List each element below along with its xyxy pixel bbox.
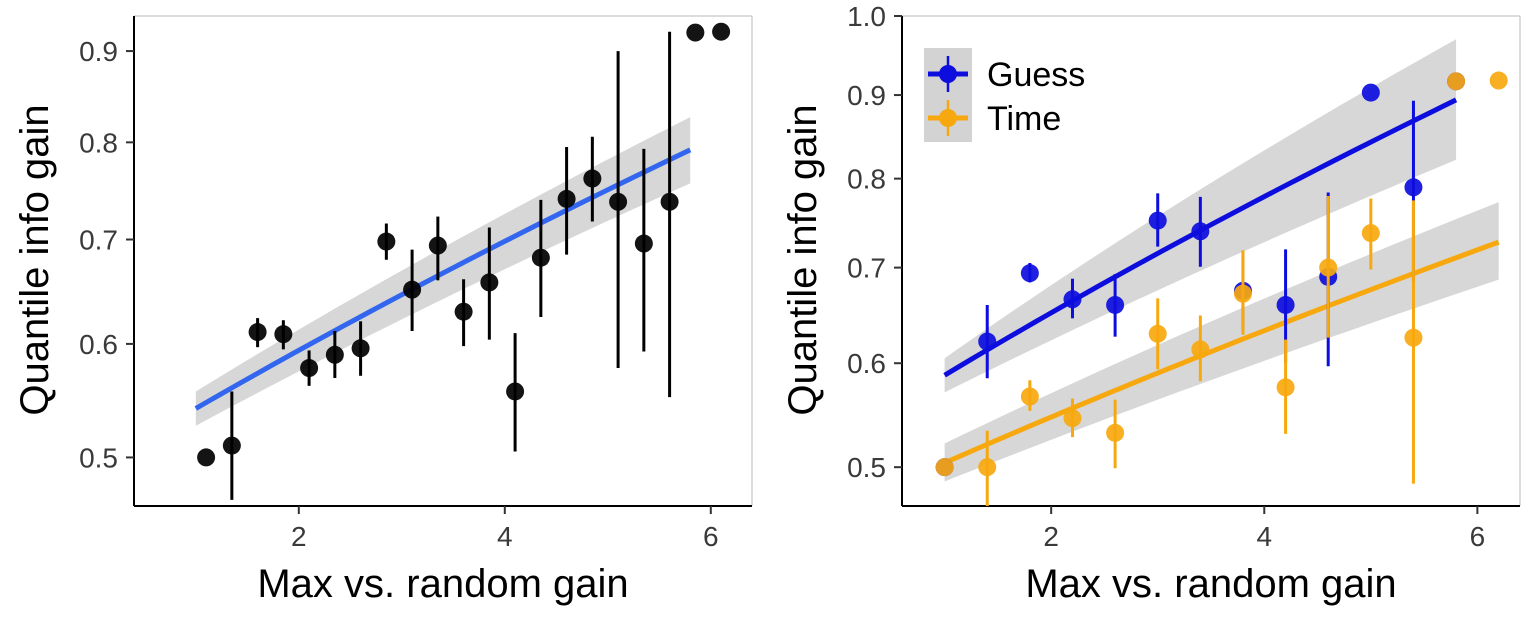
right-point-1-12 [1447,72,1466,91]
right-y-tick-label-1: 0.6 [847,348,886,379]
legend-guess-label: Guess [987,56,1085,94]
right-plot-area: 2 4 6 0.5 0.6 0.7 0.8 0.9 1.0 [847,1,1521,552]
right-x-tick-label-1: 4 [1256,521,1272,552]
right-point-1-5 [1148,324,1167,343]
right-x-axis-title: Max vs. random gain [1025,562,1396,606]
left-point-0-20 [712,22,731,41]
right-x-tick-label-0: 2 [1043,521,1059,552]
right-point-1-7 [1233,284,1252,303]
right-point-0-2 [1020,264,1039,283]
right-point-1-0 [935,458,954,477]
left-point-0-11 [480,273,499,292]
left-y-tick-label-2: 0.7 [79,225,118,256]
left-point-0-9 [428,236,447,255]
left-point-0-5 [325,345,344,364]
legend: Guess Time [924,48,1085,142]
legend-time-label: Time [987,100,1061,138]
right-point-0-4 [1106,295,1125,314]
right-point-0-8 [1276,295,1295,314]
left-plot-area: 2 4 6 0.5 0.6 0.7 0.8 0.9 [79,15,753,552]
left-y-tick-label-3: 0.8 [79,127,118,158]
left-x-tick-label-2: 6 [703,521,719,552]
right-point-1-10 [1361,224,1380,243]
left-x-tick-label-1: 4 [497,521,513,552]
left-point-0-15 [583,169,602,188]
right-point-1-1 [978,458,997,477]
right-y-tick-label-4: 0.9 [847,80,886,111]
right-y-tick-label-0: 0.5 [847,452,886,483]
left-x-tick-label-0: 2 [291,521,307,552]
left-point-0-8 [403,280,422,299]
left-y-axis-title: Quantile info gain [13,104,57,415]
right-point-0-5 [1148,211,1167,230]
left-point-0-3 [274,325,293,344]
right-point-0-3 [1063,290,1082,309]
left-point-0-7 [377,232,396,251]
right-y-tick-label-3: 0.8 [847,164,886,195]
left-point-0-10 [454,302,473,321]
right-point-1-6 [1191,340,1210,359]
right-y-tick-label-2: 0.7 [847,253,886,284]
left-point-0-4 [300,359,319,378]
right-point-1-11 [1404,328,1423,347]
left-point-0-16 [609,192,628,211]
left-x-axis-title: Max vs. random gain [257,562,628,606]
left-point-0-14 [557,189,576,208]
right-confidence-band-1 [944,202,1499,482]
right-point-1-2 [1020,387,1039,406]
left-point-0-6 [351,339,370,358]
right-fit-line-1 [943,239,1500,466]
right-point-0-11 [1404,178,1423,197]
right-point-1-4 [1106,423,1125,442]
left-y-tick-label-1: 0.6 [79,329,118,360]
right-y-tick-label-5: 1.0 [847,1,886,32]
left-point-0-19 [686,23,705,42]
right-point-0-6 [1191,222,1210,241]
right-point-1-8 [1276,378,1295,397]
left-point-0-13 [531,248,550,267]
right-point-1-9 [1319,258,1338,277]
right-point-1-3 [1063,409,1082,428]
left-y-tick-label-4: 0.9 [79,36,118,67]
right-point-1-13 [1489,71,1508,90]
left-point-0-0 [197,448,216,467]
right-x-tick-label-2: 6 [1470,521,1486,552]
left-point-0-17 [634,234,653,253]
left-point-0-12 [506,382,525,401]
right-panel: 2 4 6 0.5 0.6 0.7 0.8 0.9 1.0 Max vs. random gai… [781,1,1521,606]
left-fit-line-0 [194,147,692,411]
right-y-axis-title: Quantile info gain [781,104,825,415]
right-point-0-1 [978,332,997,351]
left-point-0-18 [660,192,679,211]
left-panel: 2 4 6 0.5 0.6 0.7 0.8 0.9 Max vs. random gain Q… [13,15,753,606]
left-point-0-2 [248,323,267,342]
left-y-tick-label-0: 0.5 [79,442,118,473]
legend-time-marker [939,109,957,127]
right-point-0-10 [1361,83,1380,102]
legend-guess-marker [939,65,957,83]
left-point-0-1 [222,436,241,455]
